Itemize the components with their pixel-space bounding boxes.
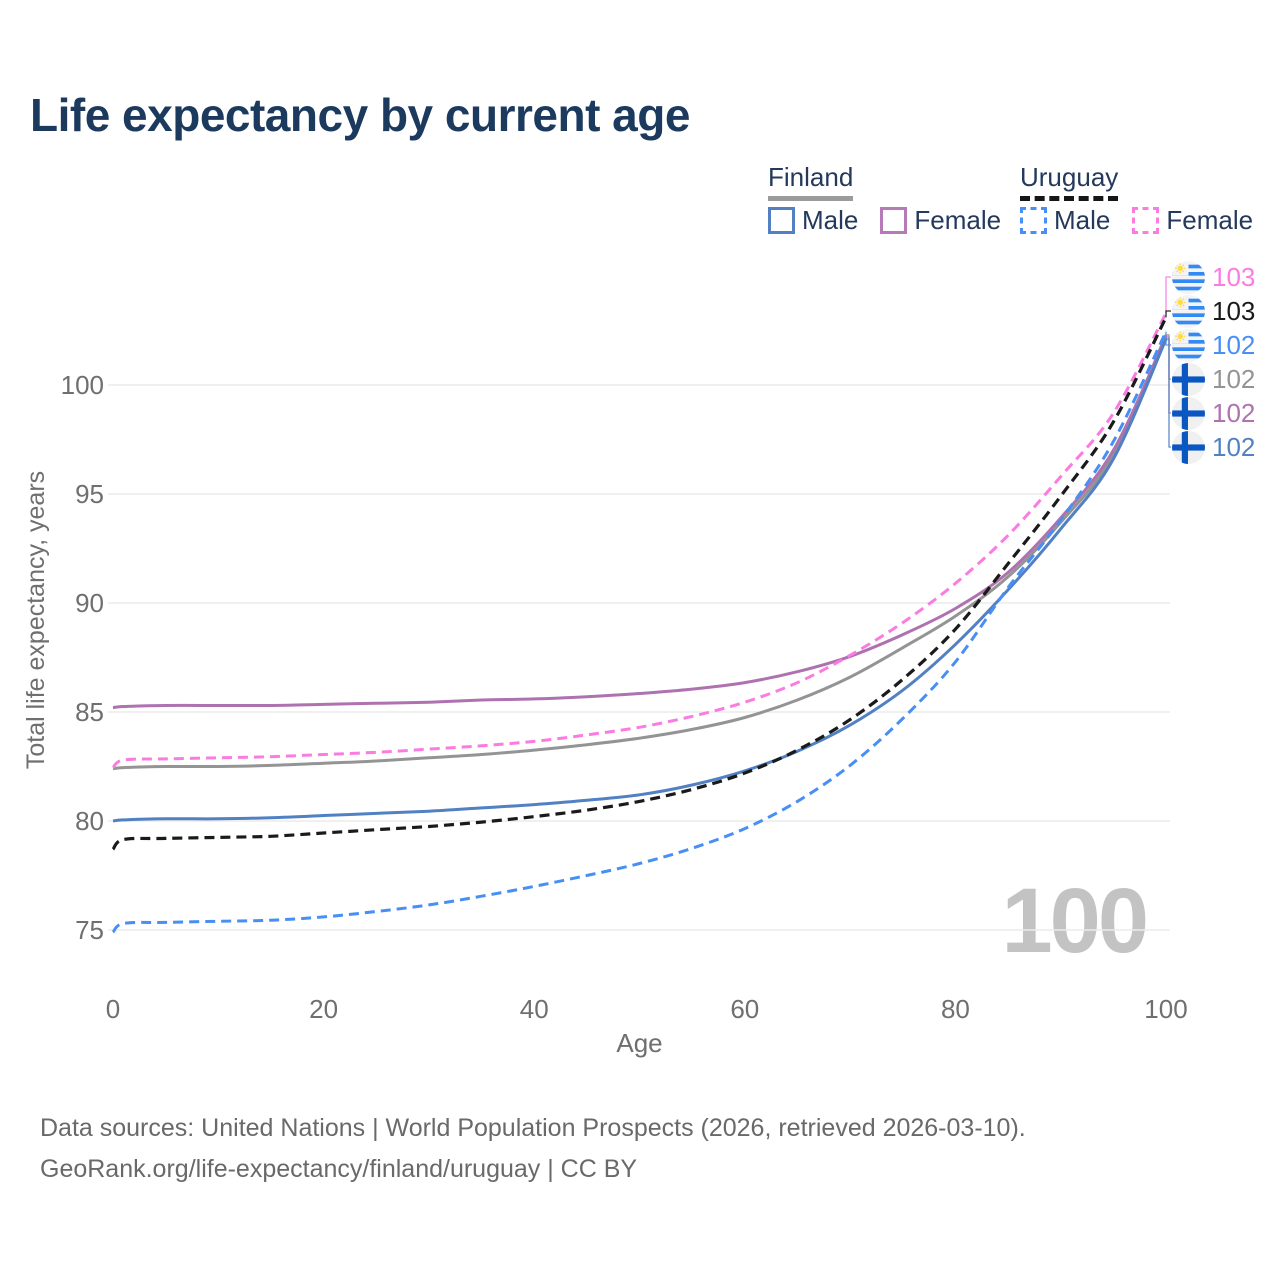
legend-label: Female xyxy=(1166,205,1254,235)
leader-line-uruguay_total xyxy=(1165,310,1171,318)
legend-items-uruguay: Male Female xyxy=(1020,205,1253,236)
series-line-finland_total xyxy=(112,334,1168,771)
x-axis-title: Age xyxy=(616,1028,662,1058)
series-line-finland_male xyxy=(112,338,1168,823)
legend-label: Male xyxy=(1054,205,1111,235)
series-line-uruguay_total xyxy=(111,316,1168,851)
x-tick-label: 80 xyxy=(941,994,970,1024)
series-line-finland_female xyxy=(112,336,1168,710)
y-axis-title: Total life expectancy, years xyxy=(22,471,50,769)
finland-male-swatch-icon xyxy=(768,207,795,234)
leader-line-uruguay_female xyxy=(1165,276,1171,314)
end-label-value: 102 xyxy=(1212,432,1256,462)
end-label-value: 102 xyxy=(1212,330,1256,360)
x-tick-label: 100 xyxy=(1144,994,1187,1024)
legend-item-finland-female[interactable]: Female xyxy=(880,205,1001,236)
y-tick-label: 85 xyxy=(75,697,104,727)
end-label-value: 102 xyxy=(1212,364,1256,394)
finland-female-swatch-icon xyxy=(880,207,908,234)
y-tick-label: 90 xyxy=(75,588,104,618)
series-line-uruguay_female xyxy=(111,312,1168,769)
end-label-finland_total: 102 xyxy=(1172,363,1255,396)
finland-flag-icon xyxy=(1172,397,1205,430)
end-label-value: 103 xyxy=(1212,296,1256,326)
x-tick-label: 20 xyxy=(309,994,338,1024)
end-label-finland_female: 102 xyxy=(1172,397,1255,430)
legend-items-finland: Male Female xyxy=(768,205,1001,236)
uruguay-male-swatch-icon xyxy=(1020,207,1047,234)
legend-group-finland: Finland xyxy=(768,162,854,201)
end-label-uruguay_female: 103 xyxy=(1172,261,1255,294)
end-label-value: 102 xyxy=(1212,398,1256,428)
end-label-value: 103 xyxy=(1212,262,1256,292)
series-line-uruguay_male xyxy=(111,330,1168,934)
uruguay-flag-icon xyxy=(1172,329,1205,362)
uruguay-flag-icon xyxy=(1172,261,1205,294)
y-tick-label: 80 xyxy=(75,806,104,836)
legend-label: Male xyxy=(802,205,859,235)
legend-item-uruguay-female[interactable]: Female xyxy=(1132,205,1253,236)
y-tick-label: 75 xyxy=(75,915,104,945)
plot-hover-area[interactable] xyxy=(113,290,1166,970)
end-label-finland_male: 102 xyxy=(1172,431,1255,464)
end-label-uruguay_total: 103 xyxy=(1172,295,1255,328)
legend-group-uruguay: Uruguay xyxy=(1020,162,1119,201)
y-tick-label: 95 xyxy=(75,479,104,509)
attribution-text: GeoRank.org/life-expectancy/finland/urug… xyxy=(40,1154,638,1183)
end-label-uruguay_male: 102 xyxy=(1172,329,1255,362)
legend-item-uruguay-male[interactable]: Male xyxy=(1020,205,1110,236)
finland-flag-icon xyxy=(1172,363,1205,396)
hover-age-watermark: 100 xyxy=(1002,870,1147,972)
x-tick-label: 0 xyxy=(106,994,120,1024)
finland-flag-icon xyxy=(1172,431,1205,464)
uruguay-female-swatch-icon xyxy=(1132,207,1160,234)
x-tick-label: 40 xyxy=(520,994,549,1024)
uruguay-flag-icon xyxy=(1172,295,1205,328)
x-tick-label: 60 xyxy=(730,994,759,1024)
data-sources-text: Data sources: United Nations | World Pop… xyxy=(40,1114,1026,1142)
leader-line-finland_male xyxy=(1166,338,1171,448)
y-tick-label: 100 xyxy=(61,370,104,400)
footer: Data sources: United Nations | World Pop… xyxy=(40,1108,1026,1189)
legend-label: Female xyxy=(914,205,1002,235)
legend-item-finland-male[interactable]: Male xyxy=(768,205,858,236)
chart-title: Life expectancy by current age xyxy=(30,89,690,141)
